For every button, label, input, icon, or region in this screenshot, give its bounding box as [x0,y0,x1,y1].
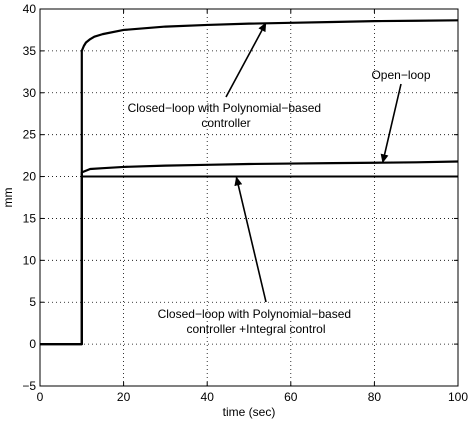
y-tick-label: 25 [23,128,37,142]
y-axis-title: mm [1,188,15,208]
x-tick-label: 100 [448,390,468,404]
series-line [40,175,458,346]
y-tick-label: 35 [23,44,37,58]
x-tick-label: 60 [284,390,298,404]
annotation-closed-loop-polynomial: Closed−loop with Polynomial−based contro… [128,101,325,130]
series-line [40,19,459,346]
annotation-line: controller +Integral control [186,322,325,336]
series-line [40,160,459,346]
annotation-open-loop: Open−loop [371,68,430,82]
y-tick-label: 40 [23,2,37,16]
annotation-closed-loop-integral: Closed−loop with Polynomial−based contro… [158,307,355,336]
x-tick-label: 40 [201,390,215,404]
annotation-arrow [380,83,402,164]
series-lines [40,19,459,346]
plot-frame [39,8,459,387]
annotation-line: Closed−loop with Polynomial−based [158,307,351,321]
annotation-line: Closed−loop with Polynomial−based [128,101,321,115]
annotation-line: Open−loop [371,68,430,82]
y-tick-label: 20 [23,170,37,184]
x-tick-label: 20 [117,390,131,404]
y-tick-label: 0 [29,337,36,351]
y-tick-label: 5 [29,295,36,309]
annotation-line: controller [201,116,250,130]
grid-lines [40,9,458,386]
annotation-arrow [234,176,267,303]
y-tick-label: 30 [23,86,37,100]
x-tick-label: 0 [37,390,44,404]
x-axis-title: time (sec) [223,405,276,419]
x-tick-label: 80 [368,390,382,404]
y-tick-label: 15 [23,211,37,225]
y-tick-label: −5 [22,379,36,393]
annotation-arrow [225,22,267,98]
y-tick-label: 10 [23,253,37,267]
annotations: Closed−loop with Polynomial−based contro… [128,22,431,336]
